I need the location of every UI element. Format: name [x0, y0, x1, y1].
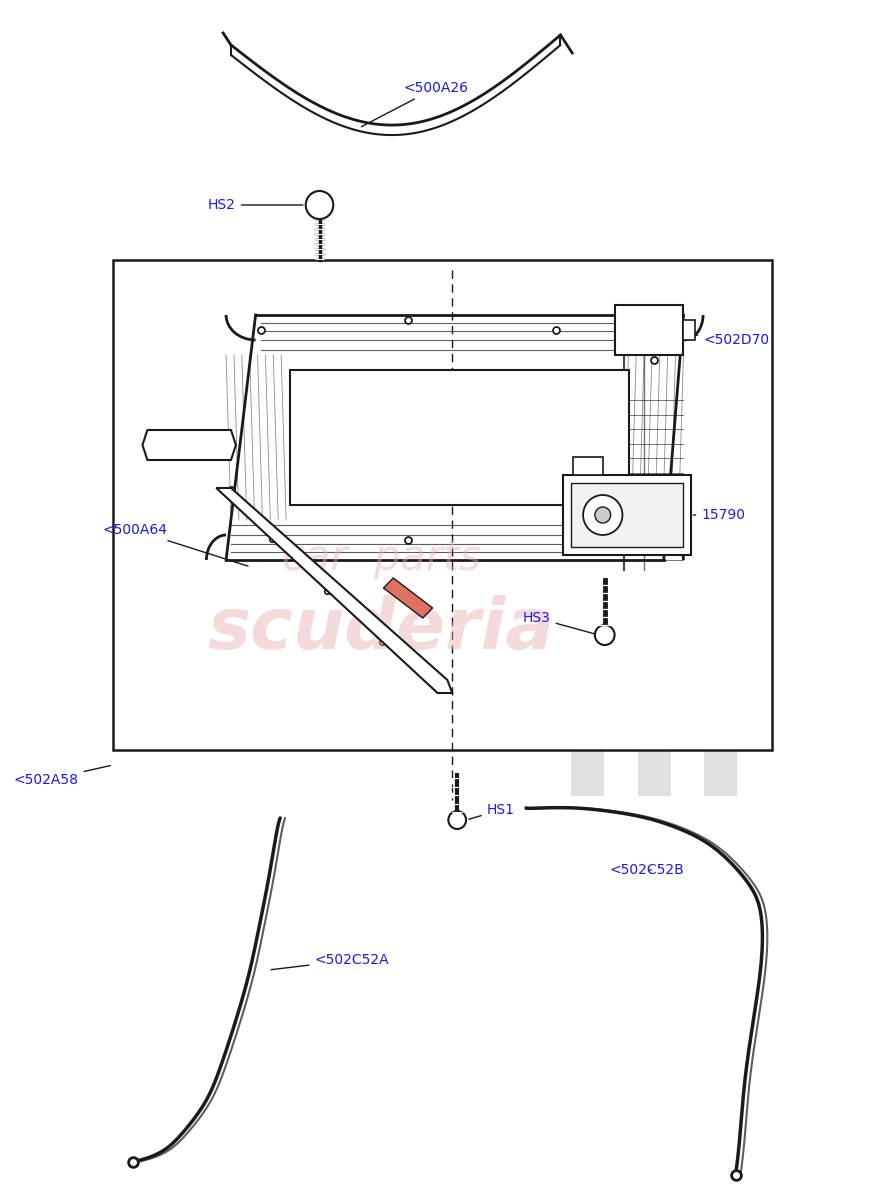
Bar — [571, 659, 603, 704]
Circle shape — [447, 811, 465, 829]
Bar — [637, 704, 670, 750]
Polygon shape — [383, 578, 432, 618]
Bar — [603, 659, 637, 704]
Bar — [637, 568, 670, 613]
Bar — [571, 750, 603, 796]
Bar — [603, 522, 637, 568]
Text: 15790: 15790 — [693, 508, 744, 522]
Bar — [670, 568, 703, 613]
Circle shape — [582, 494, 622, 535]
Text: HS2: HS2 — [208, 198, 303, 212]
Bar — [682, 320, 695, 340]
Bar — [703, 522, 736, 568]
Bar — [290, 370, 628, 505]
Bar — [571, 613, 603, 659]
Bar — [670, 613, 703, 659]
Bar — [563, 475, 690, 554]
Bar — [637, 659, 670, 704]
Bar — [637, 522, 670, 568]
Bar — [703, 568, 736, 613]
Bar — [637, 750, 670, 796]
Bar — [571, 522, 603, 568]
Text: <502C52B: <502C52B — [609, 863, 684, 877]
Bar — [538, 750, 571, 796]
Bar — [703, 704, 736, 750]
Polygon shape — [143, 430, 236, 460]
Bar — [670, 704, 703, 750]
Text: <500A64: <500A64 — [102, 523, 248, 566]
Text: <500A26: <500A26 — [361, 80, 468, 127]
Bar — [603, 704, 637, 750]
Text: HS1: HS1 — [468, 803, 514, 820]
Text: <502A58: <502A58 — [13, 766, 110, 787]
Bar — [637, 613, 670, 659]
Bar — [538, 613, 571, 659]
Bar — [603, 750, 637, 796]
Text: car  parts: car parts — [281, 538, 480, 578]
Circle shape — [306, 191, 333, 218]
Polygon shape — [113, 260, 771, 750]
Text: scuderia: scuderia — [207, 595, 554, 665]
Bar — [614, 305, 682, 355]
Bar — [603, 613, 637, 659]
Bar — [670, 522, 703, 568]
Text: HS3: HS3 — [522, 611, 595, 635]
Circle shape — [595, 506, 610, 523]
Bar — [538, 659, 571, 704]
Bar — [703, 750, 736, 796]
Bar — [572, 457, 602, 475]
Bar — [703, 613, 736, 659]
Bar — [538, 704, 571, 750]
Bar — [703, 659, 736, 704]
Bar — [603, 568, 637, 613]
Circle shape — [595, 625, 614, 646]
Bar — [571, 482, 682, 547]
Text: <502D70: <502D70 — [695, 332, 768, 347]
Bar — [670, 750, 703, 796]
Text: <502C52A: <502C52A — [271, 953, 389, 970]
Bar — [538, 568, 571, 613]
Polygon shape — [216, 488, 452, 692]
Bar — [571, 704, 603, 750]
Bar — [670, 659, 703, 704]
Bar — [571, 568, 603, 613]
Bar — [538, 522, 571, 568]
